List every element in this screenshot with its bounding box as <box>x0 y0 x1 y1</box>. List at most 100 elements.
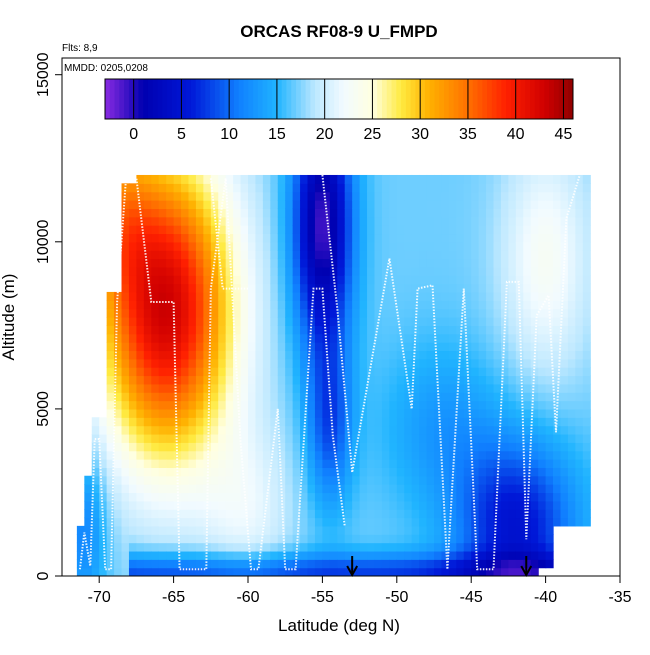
heatmap-cell <box>329 550 338 560</box>
heatmap-cell <box>128 183 137 193</box>
heatmap-cell <box>128 258 137 268</box>
heatmap-cell <box>434 517 443 527</box>
heatmap-cell <box>292 208 301 218</box>
heatmap-cell <box>300 567 309 576</box>
heatmap-cell <box>270 208 279 218</box>
heatmap-cell <box>300 225 309 235</box>
heatmap-cell <box>307 233 316 243</box>
heatmap-cell <box>128 225 137 235</box>
heatmap-cell <box>530 225 539 235</box>
heatmap-cell <box>195 291 204 301</box>
heatmap-cell <box>434 183 443 193</box>
heatmap-cell <box>114 433 123 443</box>
heatmap-cell <box>493 459 502 468</box>
heatmap-cell <box>270 450 279 460</box>
heatmap-cell <box>158 408 167 418</box>
heatmap-cell <box>136 266 145 276</box>
heatmap-cell <box>255 500 264 510</box>
heatmap-cell <box>91 509 100 519</box>
heatmap-cell <box>545 534 554 544</box>
heatmap-cell <box>367 225 376 235</box>
heatmap-cell <box>426 408 435 418</box>
heatmap-cell <box>195 408 204 418</box>
heatmap-cell <box>158 275 167 285</box>
heatmap-cell <box>166 392 175 402</box>
heatmap-cell <box>486 442 495 452</box>
heatmap-cell <box>136 283 145 293</box>
heatmap-cell <box>344 500 353 510</box>
heatmap-cell <box>158 375 167 385</box>
heatmap-cell <box>463 534 472 544</box>
heatmap-cell <box>359 333 368 343</box>
heatmap-cell <box>128 350 137 360</box>
heatmap-cell <box>173 500 182 510</box>
heatmap-cell <box>567 459 576 468</box>
heatmap-cell <box>344 200 353 209</box>
heatmap-cell <box>359 442 368 452</box>
colorbar-segment <box>195 79 202 119</box>
heatmap-cell <box>181 241 190 251</box>
heatmap-cell <box>91 442 100 452</box>
heatmap-cell <box>337 375 346 385</box>
heatmap-cell <box>106 525 115 535</box>
heatmap-cell <box>84 484 93 494</box>
heatmap-cell <box>136 433 145 443</box>
heatmap-cell <box>128 417 137 427</box>
heatmap-cell <box>166 492 175 502</box>
heatmap-cell <box>352 200 361 209</box>
heatmap-cell <box>203 367 212 377</box>
heatmap-cell <box>255 525 264 535</box>
heatmap-cell <box>508 425 517 435</box>
heatmap-cell <box>545 383 554 393</box>
heatmap-cell <box>575 200 584 209</box>
heatmap-cell <box>486 383 495 393</box>
heatmap-cell <box>114 367 123 377</box>
heatmap-cell <box>530 233 539 243</box>
heatmap-cell <box>434 333 443 343</box>
heatmap-cell <box>515 450 524 460</box>
heatmap-cell <box>530 442 539 452</box>
heatmap-cell <box>203 342 212 352</box>
heatmap-cell <box>508 375 517 385</box>
heatmap-cell <box>181 342 190 352</box>
heatmap-cell <box>158 183 167 193</box>
heatmap-cell <box>493 183 502 193</box>
heatmap-cell <box>560 350 569 360</box>
heatmap-cell <box>508 534 517 544</box>
heatmap-cell <box>411 383 420 393</box>
heatmap-cell <box>307 258 316 268</box>
heatmap-cell <box>255 367 264 377</box>
heatmap-cell <box>106 559 115 569</box>
heatmap-cell <box>500 191 509 201</box>
heatmap-cell <box>270 509 279 519</box>
heatmap-cell <box>396 367 405 377</box>
heatmap-cell <box>248 559 257 569</box>
heatmap-cell <box>434 400 443 410</box>
heatmap-cell <box>136 225 145 235</box>
heatmap-cell <box>426 300 435 310</box>
heatmap-cell <box>381 266 390 276</box>
heatmap-cell <box>255 283 264 293</box>
heatmap-cell <box>292 459 301 468</box>
heatmap-cell <box>367 208 376 218</box>
heatmap-cell <box>195 400 204 410</box>
colorbar-segment <box>181 79 187 119</box>
heatmap-cell <box>262 517 271 527</box>
heatmap-cell <box>463 183 472 193</box>
heatmap-cell <box>359 325 368 335</box>
heatmap-cell <box>374 317 383 326</box>
heatmap-cell <box>419 291 428 301</box>
heatmap-cell <box>329 500 338 510</box>
heatmap-cell <box>523 383 532 393</box>
heatmap-cell <box>359 517 368 527</box>
heatmap-cell <box>248 250 257 260</box>
heatmap-cell <box>456 484 465 494</box>
heatmap-cell <box>307 400 316 410</box>
heatmap-cell <box>114 408 123 418</box>
heatmap-cell <box>478 350 487 360</box>
heatmap-cell <box>530 475 539 485</box>
heatmap-cell <box>292 216 301 226</box>
heatmap-cell <box>248 208 257 218</box>
heatmap-cell <box>404 408 413 418</box>
heatmap-cell <box>389 567 398 576</box>
